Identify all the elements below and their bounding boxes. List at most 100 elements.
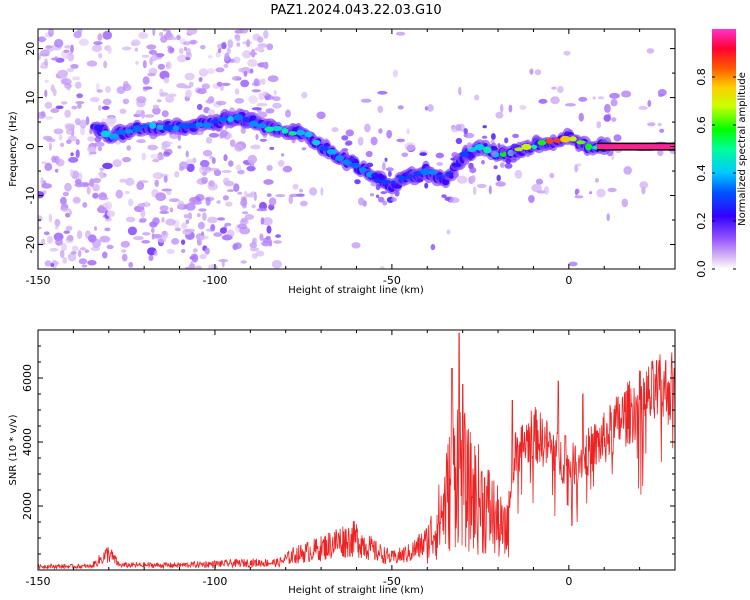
spectrogram-speckle [92, 44, 102, 53]
spectrogram-speckle [209, 167, 220, 172]
spectrogram-ridge-core [350, 162, 361, 169]
spectrogram-speckle [106, 210, 115, 218]
spectrogram-ridge-core [319, 145, 329, 151]
spectrogram-speckle [141, 109, 145, 119]
spectrogram-speckle [147, 72, 156, 77]
spectrogram-scatter-blob [507, 151, 513, 156]
spectrogram-scatter-blob [391, 197, 397, 202]
spectrogram-speckle [95, 82, 100, 92]
spectrogram-ridge-core [108, 133, 119, 140]
spectrogram-speckle [220, 129, 228, 138]
spectrogram-ridge-core [312, 139, 321, 146]
spectrogram-speckle [75, 101, 85, 105]
spectrogram-speckle [240, 66, 251, 74]
spectrogram-speckle [125, 177, 135, 186]
spectrogram-x-tick-label: 0 [565, 274, 572, 287]
spectrogram-speckle [74, 81, 82, 89]
spectrogram-speckle [120, 240, 130, 248]
spectrogram-speckle [436, 162, 444, 166]
spectrogram-speckle [458, 86, 462, 96]
spectrogram-speckle [247, 154, 258, 164]
spectrogram-speckle [51, 155, 57, 163]
spectrogram-ridge-core [560, 135, 571, 143]
spectrogram-speckle [551, 86, 557, 90]
spectrogram-speckle [144, 114, 155, 118]
spectrogram-speckle [53, 128, 64, 135]
spectrogram-speckle [54, 226, 59, 230]
spectrogram-speckle [658, 93, 664, 98]
spectrogram-speckle [621, 198, 629, 208]
spectrogram-ridge-core [553, 138, 562, 143]
spectrogram-speckle [272, 102, 282, 109]
spectrogram-speckle [94, 226, 97, 231]
spectrogram-scatter-blob [491, 133, 496, 140]
spectrogram-scatter-blob [453, 171, 459, 178]
spectrogram-speckle [190, 39, 197, 45]
spectrogram-speckle [204, 247, 210, 255]
spectrogram-speckle [207, 109, 216, 116]
spectrogram-speckle [38, 215, 43, 222]
spectrogram-speckle [54, 38, 64, 48]
spectrogram-scatter-blob [499, 162, 505, 168]
spectrogram-scatter-blob [512, 133, 520, 139]
colorbar-tick-label: 0.2 [695, 212, 708, 230]
spectrogram-speckle [183, 46, 187, 51]
spectrogram-ridge-core [397, 175, 407, 182]
spectrogram-speckle [72, 196, 81, 204]
spectrogram-speckle [128, 198, 134, 207]
spectrogram-scatter-blob [341, 148, 349, 152]
spectrogram-ridge-core [585, 143, 593, 151]
spectrogram-speckle [206, 68, 215, 75]
spectrogram-ridge-core [537, 140, 547, 146]
spectrogram-speckle [80, 126, 86, 136]
spectrogram-speckle [222, 195, 229, 201]
spectrogram-speckle [289, 193, 300, 198]
spectrogram-speckle [41, 183, 52, 189]
snr-y-ticks: 2000 4000 6000 [21, 345, 675, 555]
spectrogram-speckle [152, 29, 156, 36]
spectrogram-speckle [44, 101, 53, 109]
spectrogram-speckle [178, 48, 184, 54]
spectrogram-scatter-blob [441, 194, 447, 199]
spectrogram-speckle [60, 101, 68, 105]
colorbar-gradient [712, 29, 736, 269]
spectrogram-speckle [226, 189, 235, 193]
spectrogram-scatter-blob [493, 165, 498, 170]
spectrogram-speckle [249, 247, 260, 252]
spectrogram-ridge-core [272, 125, 283, 131]
spectrogram-speckle [224, 222, 232, 227]
spectrogram-speckle [221, 82, 231, 86]
spectrogram-speckle [225, 201, 233, 207]
spectrogram-speckle [184, 72, 195, 81]
colorbar-tick-label: 0.4 [695, 164, 708, 182]
spectrogram-speckle [377, 105, 384, 114]
spectrogram-scatter-blob [378, 196, 385, 203]
spectrogram-speckle [44, 79, 49, 83]
spectrogram-speckle [80, 247, 86, 251]
spectrogram-speckle [128, 261, 134, 268]
snr-series-layer [38, 332, 675, 570]
spectrogram-speckle [265, 235, 271, 241]
spectrogram-speckle [161, 145, 168, 150]
spectrogram-ridge-core [288, 131, 297, 136]
spectrogram-scatter-blob [504, 137, 509, 144]
spectrogram-speckle [144, 201, 149, 208]
spectrogram-scatter-blob [380, 191, 387, 195]
spectrogram-speckle [65, 124, 74, 132]
spectrogram-speckle [155, 192, 167, 202]
spectrogram-speckle [246, 193, 256, 198]
spectrogram-speckle [280, 153, 285, 157]
spectrogram-speckle [285, 109, 291, 118]
spectrogram-ridge-core [514, 147, 523, 152]
spectrogram-speckle [543, 186, 550, 195]
spectrogram-speckle [370, 136, 378, 146]
spectrogram-speckle [159, 205, 169, 212]
spectrogram-ridge-core [474, 144, 485, 151]
spectrogram-speckle [64, 109, 71, 118]
spectrogram-speckle [269, 146, 275, 150]
spectrogram-speckle [93, 41, 103, 46]
spectrogram-speckle [54, 218, 61, 227]
spectrogram-speckle [227, 39, 234, 49]
spectrogram-speckle [235, 164, 242, 171]
spectrogram-speckle [275, 234, 281, 238]
